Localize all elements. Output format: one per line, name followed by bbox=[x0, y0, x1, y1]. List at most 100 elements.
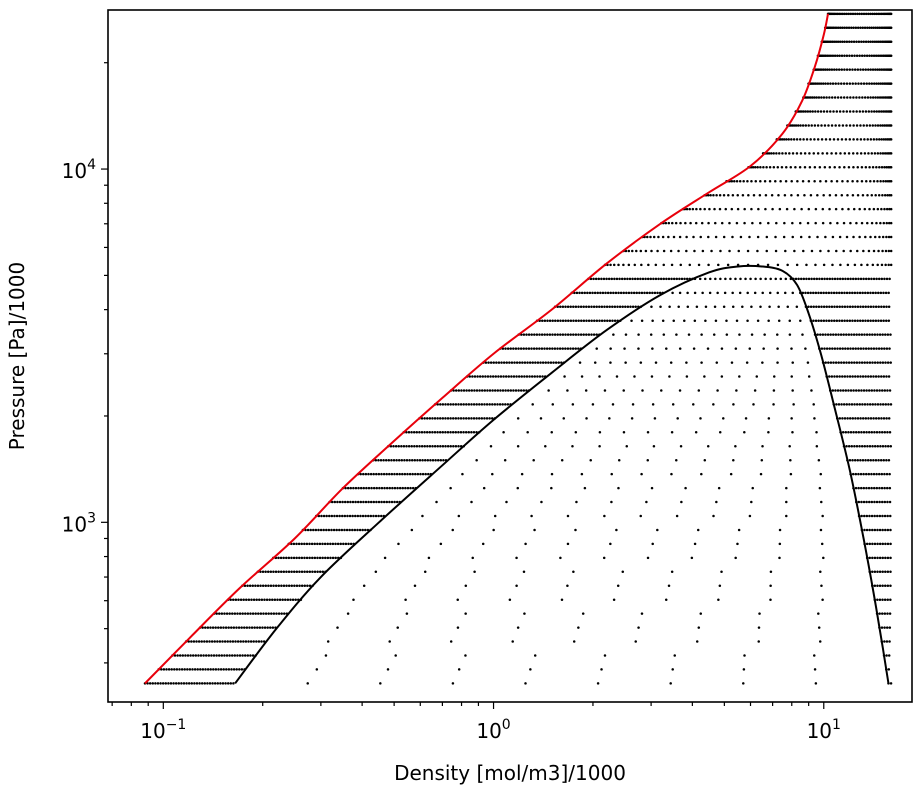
state-point bbox=[510, 361, 514, 364]
state-point bbox=[889, 263, 893, 267]
state-point bbox=[639, 361, 643, 364]
state-point bbox=[472, 417, 476, 420]
state-point bbox=[866, 458, 870, 462]
state-point bbox=[837, 12, 841, 16]
state-point bbox=[490, 417, 494, 420]
state-point bbox=[841, 124, 845, 127]
state-point bbox=[669, 361, 673, 364]
state-point bbox=[861, 26, 865, 30]
state-point bbox=[735, 179, 739, 183]
state-point bbox=[833, 305, 836, 309]
state-point bbox=[860, 431, 863, 434]
state-point bbox=[598, 375, 601, 378]
state-point bbox=[322, 514, 326, 518]
state-point bbox=[839, 12, 843, 16]
state-point bbox=[692, 235, 695, 239]
state-point bbox=[418, 431, 421, 434]
state-point bbox=[869, 235, 872, 239]
state-point bbox=[377, 458, 380, 462]
state-point bbox=[845, 54, 849, 57]
state-point bbox=[673, 654, 676, 657]
state-point bbox=[388, 640, 391, 643]
state-point bbox=[816, 193, 819, 197]
state-point bbox=[692, 347, 696, 350]
state-point bbox=[649, 235, 652, 239]
state-point bbox=[879, 152, 882, 155]
state-point bbox=[819, 249, 822, 253]
state-point bbox=[369, 514, 373, 518]
state-point bbox=[769, 584, 772, 587]
state-point bbox=[348, 514, 352, 518]
state-point bbox=[869, 319, 872, 322]
state-point bbox=[778, 556, 781, 560]
state-point bbox=[575, 500, 578, 504]
state-point bbox=[457, 431, 460, 434]
state-point bbox=[875, 138, 878, 141]
state-point bbox=[333, 514, 336, 518]
state-point bbox=[843, 319, 846, 322]
state-point bbox=[871, 68, 875, 71]
state-point bbox=[383, 486, 386, 490]
state-point bbox=[611, 403, 615, 406]
state-point bbox=[260, 598, 264, 601]
state-point bbox=[189, 654, 192, 657]
state-point bbox=[877, 110, 881, 113]
state-point bbox=[491, 472, 494, 476]
state-point bbox=[467, 403, 471, 406]
state-point bbox=[861, 458, 865, 462]
state-point bbox=[319, 528, 323, 532]
state-point bbox=[252, 640, 255, 643]
state-point bbox=[428, 445, 432, 448]
state-point bbox=[629, 305, 632, 309]
state-point bbox=[311, 556, 314, 560]
state-point bbox=[845, 333, 848, 336]
state-point bbox=[887, 235, 891, 239]
state-point bbox=[630, 417, 634, 420]
state-point bbox=[848, 291, 851, 295]
state-point bbox=[225, 668, 228, 671]
state-point bbox=[310, 542, 314, 546]
state-point bbox=[871, 40, 875, 43]
state-point bbox=[866, 361, 869, 364]
state-point bbox=[609, 542, 612, 546]
state-point bbox=[550, 431, 553, 434]
state-point bbox=[875, 110, 878, 113]
state-point bbox=[875, 82, 878, 85]
state-point bbox=[617, 263, 620, 267]
state-point bbox=[339, 542, 342, 546]
state-point bbox=[454, 403, 458, 406]
state-point bbox=[525, 333, 528, 336]
state-point bbox=[667, 221, 671, 225]
state-point bbox=[871, 166, 875, 169]
state-point bbox=[708, 291, 712, 295]
state-point bbox=[625, 445, 628, 448]
state-point bbox=[726, 263, 730, 267]
state-point bbox=[849, 221, 852, 225]
state-point bbox=[790, 417, 793, 420]
state-point bbox=[510, 375, 513, 378]
state-point bbox=[889, 361, 892, 364]
state-point bbox=[864, 277, 868, 281]
state-point bbox=[667, 584, 671, 587]
state-point bbox=[881, 542, 885, 546]
state-point bbox=[675, 333, 678, 336]
state-point bbox=[765, 235, 769, 239]
state-point bbox=[523, 375, 526, 378]
state-point bbox=[724, 207, 727, 211]
state-point bbox=[759, 305, 762, 309]
state-point bbox=[858, 235, 861, 239]
state-point bbox=[862, 277, 865, 281]
state-point bbox=[809, 305, 813, 309]
state-point bbox=[885, 417, 888, 420]
state-point bbox=[827, 361, 830, 364]
state-point bbox=[852, 96, 855, 99]
state-point bbox=[558, 347, 562, 350]
state-point bbox=[825, 277, 829, 281]
state-point bbox=[767, 221, 770, 225]
state-point bbox=[738, 333, 741, 336]
state-point bbox=[868, 207, 871, 211]
state-point bbox=[679, 445, 683, 448]
state-point bbox=[362, 472, 365, 476]
state-point bbox=[834, 124, 837, 127]
state-point bbox=[256, 626, 259, 629]
